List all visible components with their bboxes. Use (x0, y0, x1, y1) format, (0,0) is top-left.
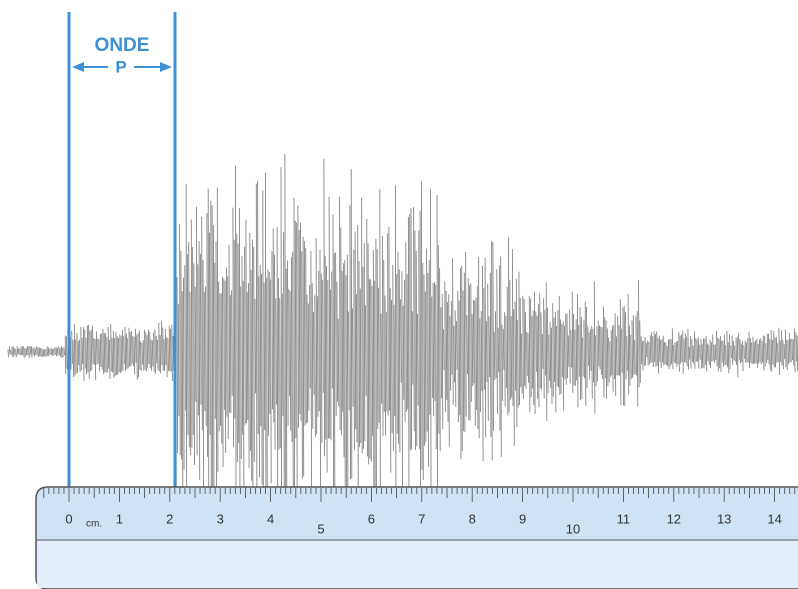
wave-label: P (115, 57, 126, 76)
wave-label: ONDE (95, 35, 150, 56)
ruler-lower (37, 541, 798, 588)
ruler-number: 8 (469, 511, 476, 526)
ruler-number: 13 (717, 511, 731, 526)
arrow-head (72, 62, 84, 72)
ruler-number: 0 (65, 511, 72, 526)
unit-label: cm. (86, 519, 102, 530)
arrow-head (160, 62, 172, 72)
ruler-number: 4 (267, 511, 274, 526)
ruler-number: 12 (667, 511, 681, 526)
ruler-number: 14 (767, 511, 781, 526)
ruler-number: 7 (418, 511, 425, 526)
ruler-number: 11 (617, 511, 631, 526)
ruler-number: 1 (116, 511, 123, 526)
ruler-number: 6 (368, 511, 375, 526)
ruler-number: 9 (519, 511, 526, 526)
ruler-number: 10 (566, 521, 580, 536)
ruler-number: 3 (217, 511, 224, 526)
seismogram: ONDE P 01234567891011121314 cm. (0, 0, 798, 589)
ruler-number: 5 (317, 521, 324, 536)
ruler-number: 2 (166, 511, 173, 526)
